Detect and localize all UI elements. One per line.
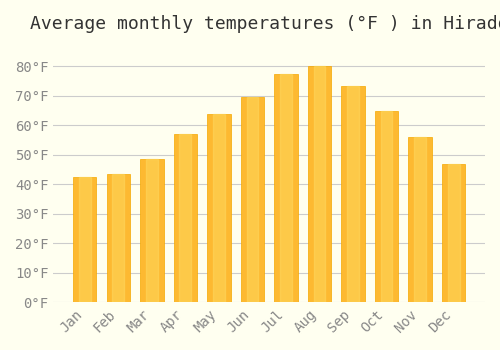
Bar (112, 174, 124, 302)
Bar (342, 86, 365, 302)
Title: Average monthly temperatures (°F ) in Hirado: Average monthly temperatures (°F ) in Hi… (30, 15, 500, 33)
Bar (414, 137, 426, 302)
Bar (448, 164, 460, 302)
Bar (213, 114, 224, 302)
Bar (240, 97, 264, 302)
Bar (174, 134, 197, 302)
Bar (79, 177, 90, 302)
Bar (408, 137, 432, 302)
Bar (314, 66, 326, 302)
Bar (246, 97, 258, 302)
Bar (380, 111, 392, 302)
Bar (140, 159, 164, 302)
Bar (146, 159, 158, 302)
Bar (375, 111, 398, 302)
Bar (308, 66, 331, 302)
Bar (180, 134, 191, 302)
Bar (442, 164, 466, 302)
Bar (207, 114, 231, 302)
Bar (280, 74, 292, 302)
Bar (106, 174, 130, 302)
Bar (73, 177, 96, 302)
Bar (347, 86, 359, 302)
Bar (274, 74, 297, 302)
